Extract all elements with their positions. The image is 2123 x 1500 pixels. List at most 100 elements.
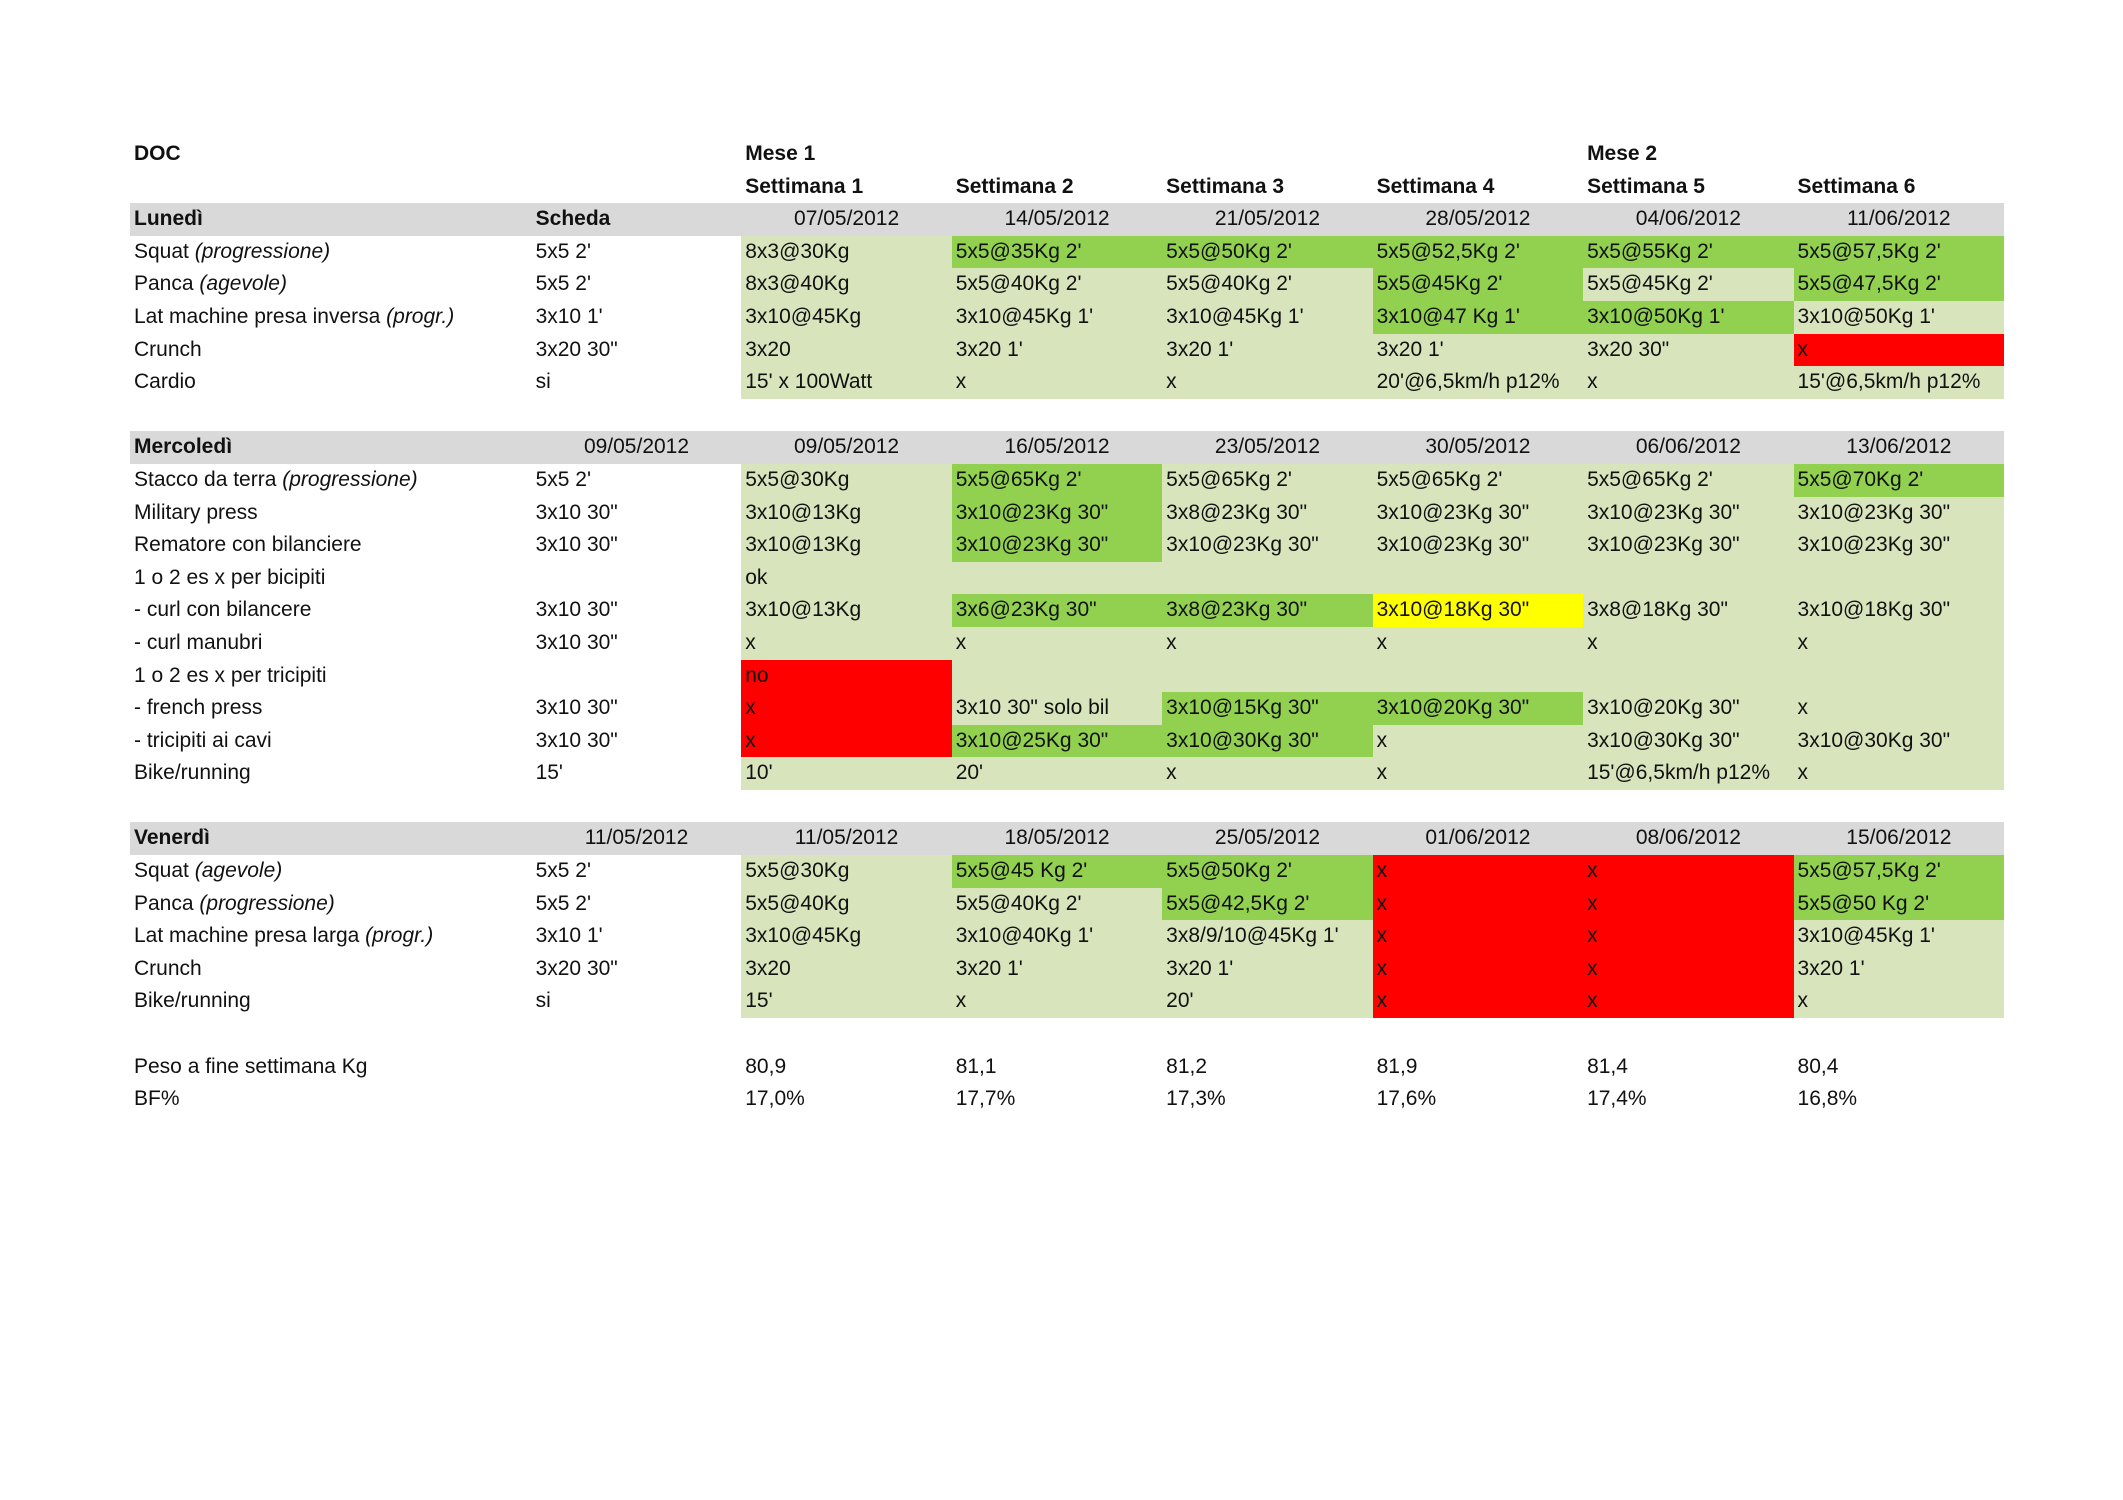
exercise-name: Lat machine presa larga (progr.) <box>130 920 532 953</box>
workout-cell: 3x6@23Kg 30" <box>951 594 1163 627</box>
workout-cell: 5x5@45Kg 2' <box>1372 268 1584 301</box>
workout-cell <box>1162 659 1373 693</box>
workout-cell: 3x10@45Kg 1' <box>1793 920 2004 953</box>
exercise-name-text: Bike/running <box>134 761 251 785</box>
workout-cell: 20'@6,5km/h p12% <box>1372 366 1584 399</box>
workout-cell: 5x5@65Kg 2' <box>1583 463 1794 497</box>
weight-value: 80,9 <box>745 1054 787 1078</box>
workout-cell <box>1583 659 1794 693</box>
workout-cell: 3x10@30Kg 30" <box>1162 724 1373 758</box>
workout-cell: 3x8/9/10@45Kg 1' <box>1162 920 1373 953</box>
scheda-header: 11/05/2012 <box>531 822 742 856</box>
workout-cell: x <box>741 626 952 660</box>
scheda-value: 3x10 30" <box>535 630 618 654</box>
workout-cell: x <box>1162 366 1373 399</box>
scheda-value: 3x10 30" <box>535 696 618 720</box>
exercise-name: - curl con bilancere <box>130 594 532 627</box>
bf-value: 17,3% <box>1166 1087 1226 1111</box>
workout-cell: x <box>1372 920 1584 953</box>
workout-cell: 3x10@40Kg 1' <box>951 920 1163 953</box>
workout-cell: 3x10@13Kg <box>741 496 952 530</box>
workout-cell: x <box>1583 985 1794 1019</box>
workout-cell: 3x8@23Kg 30" <box>1162 594 1373 627</box>
exercise-name-text: Bike/running <box>134 989 251 1013</box>
exercise-name: Rematore con bilanciere <box>130 529 532 562</box>
exercise-name-text: - french press <box>134 696 263 720</box>
workout-cell: x <box>1583 366 1794 399</box>
workout-cell: 3x10@18Kg 30" <box>1372 594 1584 627</box>
workout-cell: x <box>1583 626 1794 660</box>
scheda-value: 3x10 30" <box>535 533 618 557</box>
month-label-1: Mese 1 <box>745 142 816 165</box>
section-spacer <box>130 790 2004 823</box>
scheda-value: 5x5 2' <box>535 859 591 883</box>
workout-cell <box>1583 561 1794 595</box>
workout-cell <box>1372 659 1584 693</box>
workout-cell: 3x10@20Kg 30" <box>1583 692 1794 725</box>
section-header-row: Mercoledì 09/05/2012 09/05/2012 16/05/2012 2… <box>130 431 2005 464</box>
workout-cell: 3x20 1' <box>1162 333 1373 367</box>
workout-cell: 20' <box>951 757 1163 790</box>
exercise-name: Bike/running <box>130 985 532 1018</box>
workout-cell: x <box>1372 724 1584 758</box>
workout-cell: 5x5@40Kg 2' <box>1162 268 1373 301</box>
bf-value: 17,0% <box>745 1087 805 1111</box>
day-sections: Lunedì Scheda 07/05/2012 14/05/2012 21/05/20… <box>130 203 2005 1019</box>
exercise-row: - curl manubri 3x10 30" x x x x x x <box>130 626 2004 660</box>
scheda-value: 3x10 1' <box>535 924 603 948</box>
workout-cell: 15' x 100Watt <box>741 366 952 399</box>
scheda-value: 5x5 2' <box>535 467 591 491</box>
title-row: DOC Mese 1 Mese 2 <box>130 138 2004 171</box>
workout-cell: 5x5@50 Kg 2' <box>1793 887 2004 921</box>
workout-cell: 5x5@40Kg <box>741 887 952 921</box>
scheda-value: 5x5 2' <box>535 272 591 296</box>
workout-cell: 3x10@23Kg 30" <box>1372 496 1584 530</box>
session-date: 25/05/2012 <box>1162 822 1373 856</box>
exercise-row: Stacco da terra (progressione) 5x5 2' 5x5@… <box>130 463 2004 497</box>
month-label-5: Mese 2 <box>1587 142 1658 165</box>
workout-cell <box>951 659 1163 693</box>
workout-cell: 8x3@30Kg <box>741 235 952 269</box>
workout-cell: 5x5@40Kg 2' <box>951 268 1163 301</box>
exercise-row: 1 o 2 es x per tricipiti no <box>130 659 2004 693</box>
workout-cell: x <box>951 626 1163 660</box>
exercise-name-text: Stacco da terra <box>134 467 283 491</box>
exercise-row: Crunch 3x20 30" 3x20 3x20 1' 3x20 1' x x 3x20 1… <box>130 952 2004 986</box>
section-spacer <box>130 399 2004 432</box>
exercise-name-text: - tricipiti ai cavi <box>134 728 272 752</box>
workout-cell: 3x20 1' <box>951 333 1163 367</box>
exercise-name-text: Squat <box>134 859 195 883</box>
session-date: 09/05/2012 <box>741 431 952 464</box>
workout-cell: 15'@6,5km/h p12% <box>1583 757 1794 790</box>
workout-cell: x <box>951 366 1163 399</box>
workout-cell: x <box>1583 887 1794 921</box>
weight-value: 81,4 <box>1587 1054 1628 1078</box>
exercise-row: Lat machine presa inversa (progr.) 3x10 1… <box>130 300 2004 334</box>
session-date: 28/05/2012 <box>1372 203 1584 236</box>
workout-cell: 5x5@52,5Kg 2' <box>1372 235 1584 269</box>
exercise-name: Panca (progressione) <box>130 888 532 921</box>
exercise-name-text: Lat machine presa larga <box>134 924 366 948</box>
session-date: 06/06/2012 <box>1583 431 1794 464</box>
exercise-name-text: 1 o 2 es x per bicipiti <box>134 565 326 589</box>
workout-cell: 3x10@13Kg <box>741 594 952 627</box>
bf-row: BF% 17,0% 17,7% 17,3% 17,6% 17,4% 16,8% <box>130 1083 2004 1116</box>
workout-cell: 15'@6,5km/h p12% <box>1793 366 2004 399</box>
workout-cell: 5x5@45Kg 2' <box>1583 268 1794 301</box>
session-date: 08/06/2012 <box>1583 822 1794 856</box>
scheda-value: si <box>535 370 551 394</box>
bf-label: BF% <box>134 1087 180 1111</box>
exercise-name-text: Squat <box>134 239 195 263</box>
exercise-name: Crunch <box>130 334 532 367</box>
workout-cell: x <box>1162 757 1373 790</box>
exercise-name: - french press <box>130 692 532 725</box>
exercise-name-text: Military press <box>134 500 258 524</box>
workout-cell: 5x5@57,5Kg 2' <box>1793 235 2004 269</box>
week-label-6: Settimana 6 <box>1797 174 1916 198</box>
exercise-name-text: Panca <box>134 272 200 296</box>
week-label-3: Settimana 3 <box>1166 174 1285 198</box>
week-label-5: Settimana 5 <box>1587 174 1705 198</box>
weight-label: Peso a fine settimana Kg <box>134 1054 368 1078</box>
exercise-modifier: (agevole) <box>199 272 287 296</box>
workout-cell: ok <box>741 561 952 595</box>
